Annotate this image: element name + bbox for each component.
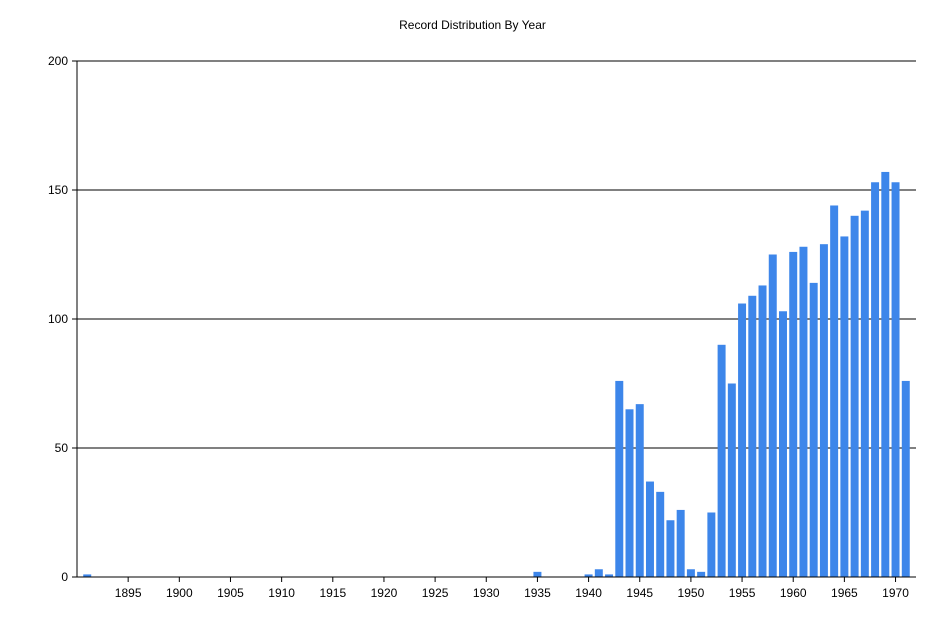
- bar: [686, 569, 695, 577]
- x-tick-label: 1960: [780, 586, 807, 600]
- bar: [860, 210, 869, 577]
- bar: [533, 571, 542, 577]
- bar: [789, 251, 798, 578]
- bar: [707, 512, 716, 577]
- bar: [778, 311, 787, 577]
- bar: [891, 182, 900, 577]
- bar: [83, 574, 92, 577]
- bar: [830, 205, 839, 578]
- chart-title: Record Distribution By Year: [399, 18, 546, 32]
- bar: [768, 254, 777, 577]
- x-tick-label: 1935: [524, 586, 551, 600]
- bar: [717, 344, 726, 577]
- bar: [901, 380, 910, 577]
- y-tick-label: 200: [48, 54, 68, 68]
- bar: [615, 380, 624, 577]
- bar: [850, 215, 859, 578]
- x-tick-label: 1910: [268, 586, 295, 600]
- bar: [584, 574, 593, 577]
- bar: [758, 285, 767, 577]
- x-tick-label: 1965: [831, 586, 858, 600]
- x-tick-labels: 1895 1900 1905 1910 1915 1920 1925 1930 1935 1940…: [115, 586, 909, 600]
- bar: [594, 569, 603, 577]
- bars: [83, 171, 910, 578]
- bar: [748, 295, 757, 577]
- x-tick-label: 1895: [115, 586, 142, 600]
- bar: [738, 303, 747, 577]
- x-tick-label: 1915: [319, 586, 346, 600]
- x-tick-label: 1900: [166, 586, 193, 600]
- x-tick-label: 1955: [729, 586, 756, 600]
- x-tick-label: 1920: [371, 586, 398, 600]
- x-tick-label: 1950: [678, 586, 705, 600]
- y-tick-label: 150: [48, 183, 68, 197]
- x-tick-label: 1940: [575, 586, 602, 600]
- x-tick-label: 1930: [473, 586, 500, 600]
- bar: [656, 491, 665, 577]
- x-tick-label: 1905: [217, 586, 244, 600]
- y-tick-label: 100: [48, 312, 68, 326]
- bar: [676, 509, 685, 577]
- bar: [666, 520, 675, 577]
- bar: [635, 404, 644, 577]
- bar: [697, 571, 706, 577]
- bar: [871, 182, 880, 577]
- x-tick-label: 1970: [882, 586, 909, 600]
- y-tick-label: 0: [61, 570, 68, 584]
- bar: [809, 282, 818, 577]
- y-tick-labels: 0 50 100 150 200: [48, 54, 68, 584]
- bar: [799, 246, 808, 577]
- axes: [72, 60, 916, 582]
- bar: [645, 481, 654, 577]
- bar: [819, 244, 828, 577]
- x-tick-label: 1925: [422, 586, 449, 600]
- x-tick-label: 1945: [626, 586, 653, 600]
- bar: [727, 383, 736, 577]
- y-tick-label: 50: [55, 441, 69, 455]
- bar: [840, 236, 849, 577]
- bar: [605, 574, 614, 577]
- bar: [881, 171, 890, 577]
- bar: [625, 409, 634, 577]
